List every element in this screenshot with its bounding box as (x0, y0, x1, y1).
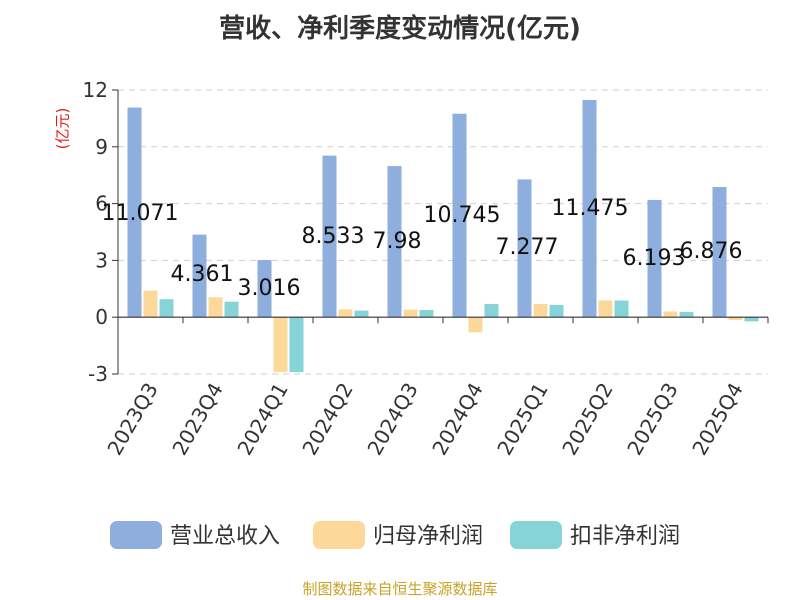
bar-1-9 (728, 317, 743, 321)
bar-0-3 (322, 155, 337, 318)
bar-2-3 (354, 310, 369, 318)
bar-1-1 (208, 297, 223, 318)
bar-2-4 (419, 310, 434, 318)
legend-label: 营业总收入 (170, 524, 280, 549)
x-tick-label: 2025Q1 (492, 379, 552, 460)
bar-0-9 (712, 187, 727, 318)
bar-1-0 (143, 290, 158, 318)
bar-1-8 (663, 311, 678, 318)
bar-1-4 (403, 309, 418, 318)
data-label: 7.277 (496, 235, 559, 260)
bar-0-5 (452, 113, 467, 318)
bar-0-6 (517, 179, 532, 318)
bar-0-0 (127, 107, 142, 318)
y-tick-label: 9 (95, 135, 108, 159)
x-tick-label: 2024Q4 (427, 379, 487, 460)
y-tick-label: 12 (83, 78, 108, 102)
x-tick-label: 2025Q3 (622, 379, 682, 460)
source-note: 制图数据来自恒生聚源数据库 (302, 580, 498, 598)
bar-1-3 (338, 309, 353, 318)
bar-1-2 (273, 317, 288, 373)
bar-1-7 (598, 300, 613, 318)
bar-0-1 (192, 234, 207, 318)
legend-swatch (110, 521, 162, 549)
data-label: 3.016 (238, 276, 301, 301)
y-tick-label: 0 (95, 305, 108, 329)
data-label: 7.98 (373, 229, 422, 254)
bar-0-4 (387, 166, 402, 318)
bar-2-0 (159, 299, 174, 318)
bar-0-2 (257, 260, 272, 318)
data-label: 6.876 (680, 239, 743, 264)
data-label: 4.361 (171, 262, 234, 287)
y-tick-label: 3 (95, 248, 108, 272)
x-tick-label: 2024Q3 (362, 379, 422, 460)
bar-2-5 (484, 303, 499, 318)
data-label: 8.533 (302, 224, 365, 249)
x-tick-label: 2024Q1 (232, 379, 292, 460)
legend-swatch (510, 521, 562, 549)
y-tick-label: -3 (88, 362, 108, 386)
x-tick-label: 2023Q3 (102, 379, 162, 460)
data-label: 6.193 (623, 246, 686, 271)
bar-0-8 (647, 199, 662, 318)
y-tick-label: 6 (95, 192, 108, 216)
bar-0-7 (582, 99, 597, 318)
data-label: 10.745 (424, 203, 501, 228)
legend-label: 扣非净利润 (570, 524, 680, 549)
bar-2-1 (224, 301, 239, 318)
bar-2-8 (679, 311, 694, 318)
x-tick-label: 2025Q2 (557, 379, 617, 460)
data-label: 11.071 (102, 201, 179, 226)
bar-2-2 (289, 317, 304, 373)
x-tick-label: 2023Q4 (167, 379, 227, 460)
bar-2-9 (744, 317, 759, 322)
bar-2-7 (614, 300, 629, 318)
chart-title: 营收、净利季度变动情况(亿元) (219, 14, 581, 44)
data-label: 11.475 (552, 196, 629, 221)
bar-2-6 (549, 304, 564, 318)
bar-1-5 (468, 317, 483, 333)
x-tick-label: 2024Q2 (297, 379, 357, 460)
bar-1-6 (533, 303, 548, 318)
legend-label: 归母净利润 (373, 524, 483, 549)
legend-swatch (313, 521, 365, 549)
x-tick-label: 2025Q4 (687, 379, 747, 460)
